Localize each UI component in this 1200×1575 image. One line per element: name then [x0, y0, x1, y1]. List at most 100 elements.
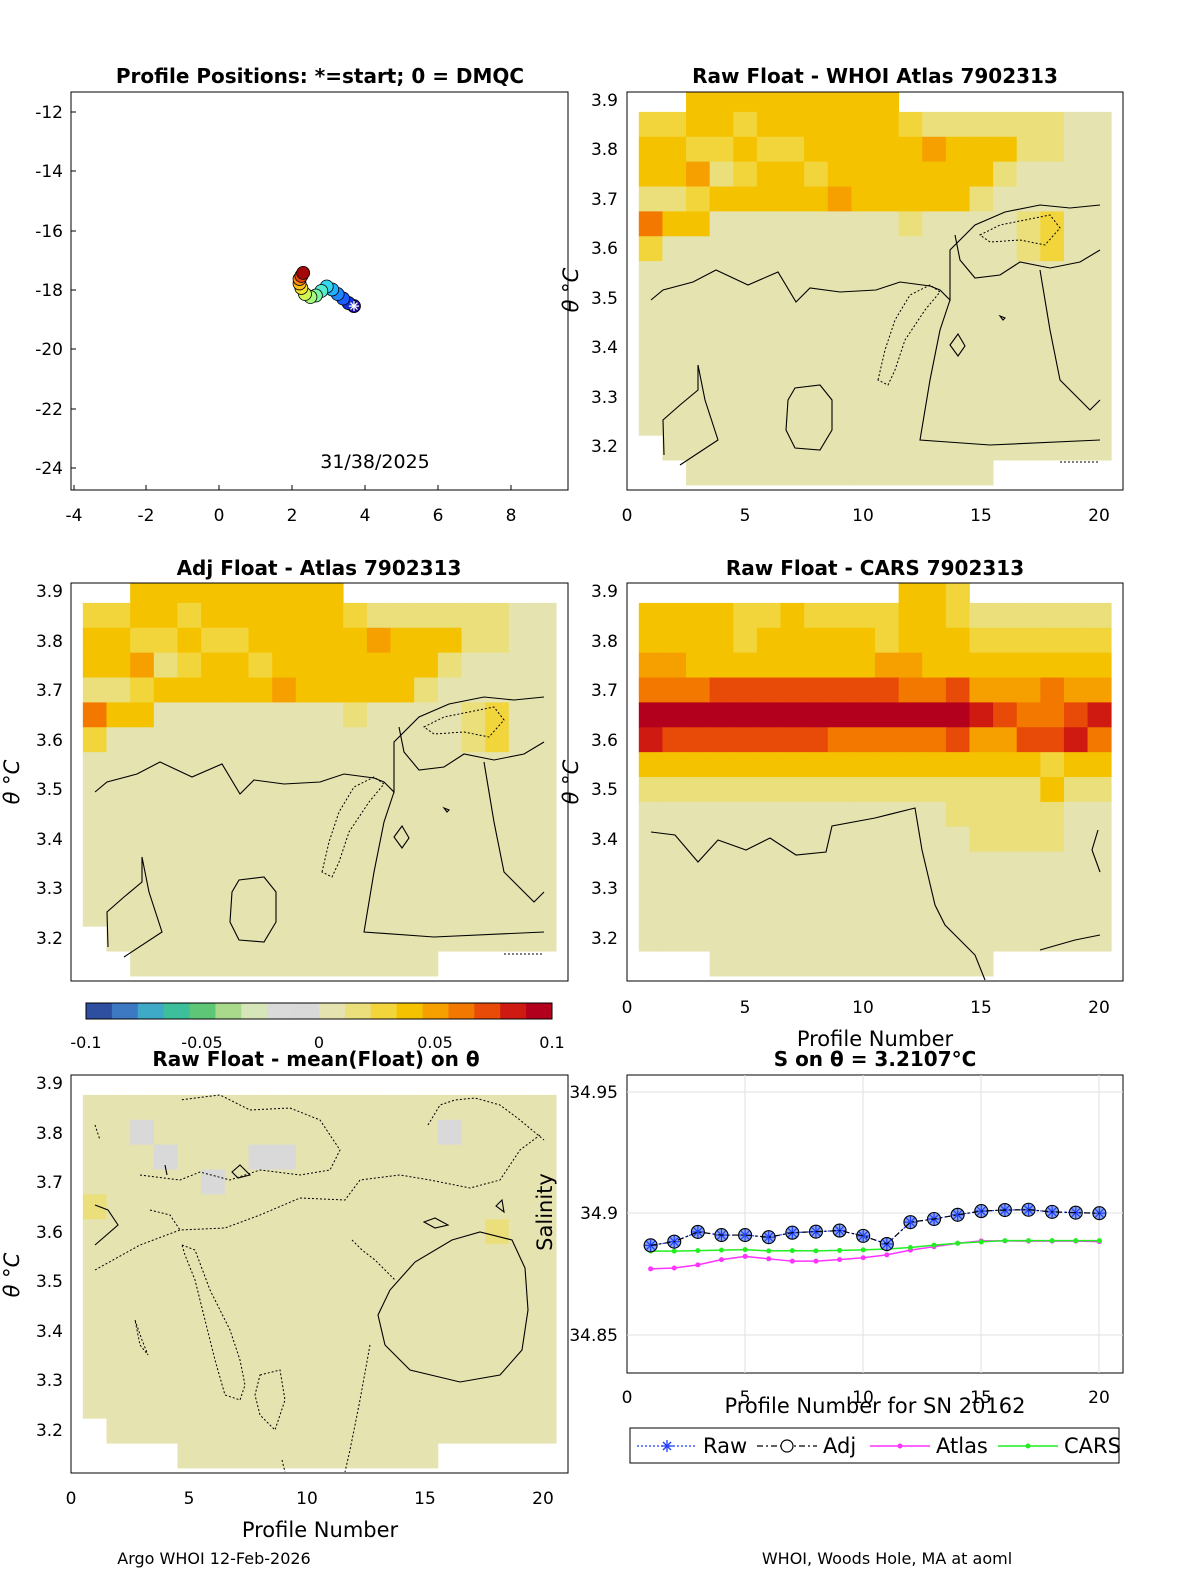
raw-cars-panel: Raw Float - CARS 7902313 3.9 3.8 3.7 3.6…: [559, 556, 1124, 1051]
heatmap-cell: [922, 161, 947, 187]
heatmap-cell: [248, 826, 273, 853]
heatmap-cell: [733, 286, 758, 312]
heatmap-cell: [780, 186, 805, 212]
series-point-adj: [856, 1228, 871, 1243]
heatmap-cell: [780, 677, 805, 703]
heatmap-cell: [945, 111, 970, 138]
heatmap-cell: [390, 1418, 415, 1444]
heatmap-cell: [922, 677, 947, 703]
heatmap-cell: [106, 727, 131, 753]
heatmap-cell: [82, 876, 107, 902]
heatmap-cell: [1063, 211, 1088, 237]
heatmap-cell: [1040, 261, 1065, 287]
heatmap-cell: [177, 1343, 202, 1369]
colorbar-cell: [86, 1003, 113, 1019]
heatmap-cell: [756, 236, 781, 262]
heatmap-cell: [106, 1418, 131, 1444]
heatmap-cell: [945, 777, 970, 803]
heatmap-cell: [638, 211, 663, 237]
heatmap-cell: [662, 702, 687, 728]
heatmap-cell: [532, 801, 557, 828]
heatmap-cell: [1040, 111, 1065, 138]
heatmap-cell: [201, 1443, 226, 1469]
heatmap-cell: [201, 1418, 226, 1444]
colorbar-cell: [163, 1003, 191, 1019]
heatmap-cell: [922, 602, 947, 629]
heatmap-cell: [662, 335, 687, 362]
heatmap-cell: [224, 851, 249, 877]
heatmap-cell: [898, 702, 923, 728]
raw-mean-xtick: 10: [296, 1489, 318, 1509]
heatmap-cell: [177, 926, 202, 952]
legend-raw-marker: [661, 1440, 673, 1452]
heatmap-cell: [461, 1343, 486, 1369]
heatmap-cell: [804, 211, 829, 237]
heatmap-cell: [272, 951, 297, 977]
heatmap-cell: [686, 727, 711, 753]
heatmap-cell: [532, 677, 557, 703]
heatmap-cell: [709, 286, 734, 312]
heatmap-cell: [827, 901, 852, 927]
heatmap-cell: [295, 1368, 320, 1394]
heatmap-cell: [709, 360, 734, 386]
heatmap-cell: [686, 236, 711, 262]
heatmap-cell: [366, 801, 391, 828]
heatmap-cell: [508, 1293, 533, 1320]
heatmap-cell: [1063, 335, 1088, 362]
heatmap-cell: [1063, 261, 1088, 287]
legend-adj-marker: [780, 1439, 794, 1453]
heatmap-cell: [662, 652, 687, 678]
heatmap-cell: [780, 460, 805, 486]
heatmap-cell: [922, 826, 947, 853]
heatmap-cell: [945, 460, 970, 486]
heatmap-cell: [224, 801, 249, 828]
heatmap-cell: [922, 410, 947, 436]
heatmap-cell: [437, 1343, 462, 1369]
colorbar-tick: 0.1: [539, 1033, 564, 1052]
heatmap-cell: [437, 1393, 462, 1419]
heatmap-cell: [532, 1418, 557, 1444]
heatmap-cell: [532, 1169, 557, 1195]
series-point-adj: [667, 1234, 682, 1249]
heatmap-cell: [130, 801, 155, 828]
heatmap-cell: [532, 1269, 557, 1295]
heatmap-cell: [82, 1269, 107, 1295]
heatmap-cell: [733, 236, 758, 262]
heatmap-cell: [390, 951, 415, 977]
legend-cars: CARS: [998, 1434, 1121, 1458]
heatmap-cell: [756, 826, 781, 853]
heatmap-cell: [945, 677, 970, 703]
series-point-cars: [1096, 1238, 1102, 1244]
heatmap-cell: [756, 901, 781, 927]
series-point-adj: [690, 1224, 705, 1239]
heatmap-cell: [130, 727, 155, 753]
series-point-adj: [808, 1224, 824, 1239]
heatmap-cell: [1063, 410, 1088, 436]
heatmap-cell: [804, 777, 829, 803]
heatmap-cell: [638, 236, 663, 262]
heatmap-cell: [224, 627, 249, 654]
heatmap-cell: [532, 926, 557, 952]
heatmap-cell: [106, 1269, 131, 1295]
heatmap-cell: [780, 801, 805, 828]
adj-atlas-heatmap: [82, 583, 557, 977]
heatmap-cell: [319, 1219, 344, 1245]
heatmap-cell: [1063, 652, 1088, 678]
series-point-atlas: [718, 1257, 724, 1263]
heatmap-cell: [898, 727, 923, 753]
heatmap-cell: [177, 1094, 202, 1121]
footer-right: WHOI, Woods Hole, MA at aoml: [762, 1549, 1012, 1568]
heatmap-cell: [508, 1219, 533, 1245]
heatmap-cell: [366, 1393, 391, 1419]
heatmap-cell: [153, 1418, 178, 1444]
series-point-adj: [1045, 1204, 1060, 1219]
heatmap-cell: [969, 777, 994, 803]
heatmap-cell: [508, 1318, 533, 1345]
heatmap-cell: [153, 1269, 178, 1295]
heatmap-cell: [414, 1418, 439, 1444]
heatmap-cell: [969, 926, 994, 952]
heatmap-cell: [130, 1144, 155, 1170]
heatmap-cell: [130, 1293, 155, 1320]
heatmap-cell: [153, 583, 178, 604]
heatmap-cell: [130, 1119, 155, 1146]
